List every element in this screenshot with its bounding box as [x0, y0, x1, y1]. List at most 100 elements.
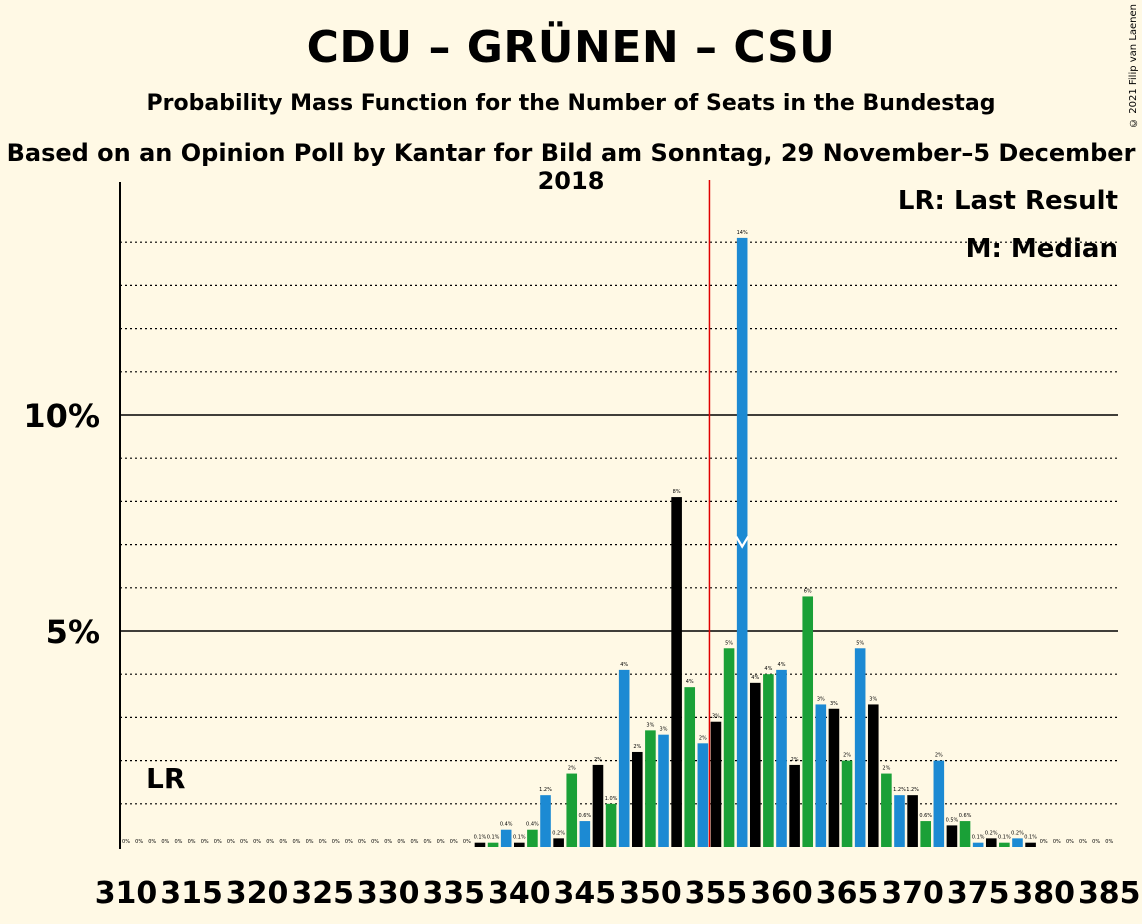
bar-350	[645, 730, 656, 847]
bar-label-329: 0%	[371, 839, 379, 845]
bar-label-349: 2%	[633, 744, 641, 750]
x-tick-label: 325	[291, 876, 354, 911]
bar-356	[723, 648, 735, 847]
bar-366	[854, 648, 866, 847]
bar-label-368: 2%	[882, 766, 890, 772]
bar-label-338: 0.1%	[487, 835, 500, 841]
bar-label-342: 1.2%	[539, 787, 552, 793]
x-tick-label: 310	[95, 876, 158, 911]
x-tick-label: 360	[750, 876, 813, 911]
bar-label-341: 0.4%	[526, 822, 539, 828]
bar-364	[828, 708, 840, 847]
x-tick-label: 375	[947, 876, 1010, 911]
bar-label-337: 0.1%	[474, 835, 487, 841]
bar-label-322: 0%	[279, 839, 287, 845]
bar-361	[789, 764, 800, 847]
bar-label-351: 3%	[660, 727, 668, 733]
bar-370	[907, 795, 918, 847]
bar-label-346: 2%	[594, 757, 602, 763]
bar-label-320: 0%	[253, 839, 261, 845]
bar-label-334: 0%	[437, 839, 445, 845]
median-marker	[735, 536, 750, 549]
bar-label-376: 0.2%	[985, 830, 998, 836]
bar-label-377: 0.1%	[998, 835, 1011, 841]
bar-label-359: 4%	[764, 666, 772, 672]
bar-label-373: 0.5%	[946, 817, 959, 823]
bar-346	[592, 764, 604, 847]
bar-label-381: 0%	[1053, 839, 1061, 845]
bar-label-352: 8%	[673, 489, 681, 495]
legend-last-result: LR: Last Result	[898, 186, 1118, 216]
bar-373	[946, 825, 958, 847]
bar-label-370: 1.2%	[906, 787, 919, 793]
bar-372	[933, 760, 945, 847]
bar-362	[802, 596, 814, 847]
y-tick-label: 5%	[46, 613, 100, 651]
bar-349	[631, 751, 643, 847]
bar-label-333: 0%	[424, 839, 432, 845]
bar-340	[514, 842, 525, 847]
bar-label-323: 0%	[292, 839, 300, 845]
x-tick-label: 350	[619, 876, 682, 911]
bar-label-321: 0%	[266, 839, 274, 845]
y-tick-label: 10%	[23, 397, 100, 435]
bar-label-379: 0.1%	[1024, 835, 1037, 841]
bar-367	[867, 704, 879, 847]
bar-label-369: 1.2%	[893, 787, 906, 793]
bar-label-384: 0%	[1092, 839, 1100, 845]
bar-label-350: 3%	[646, 722, 654, 728]
bar-label-318: 0%	[227, 839, 235, 845]
x-tick-label: 370	[881, 876, 944, 911]
bar-337	[474, 842, 486, 847]
bar-label-363: 3%	[817, 696, 825, 702]
bar-label-361: 2%	[791, 757, 799, 763]
bar-label-324: 0%	[306, 839, 314, 845]
bar-label-358: 4%	[751, 675, 759, 681]
bar-371	[920, 821, 932, 847]
bar-341	[527, 829, 538, 847]
bar-363	[815, 704, 827, 847]
bar-label-340: 0.1%	[513, 835, 526, 841]
bar-360	[776, 669, 787, 847]
bar-359	[763, 674, 774, 847]
bar-351	[658, 734, 669, 847]
bar-label-328: 0%	[358, 839, 366, 845]
bar-label-380: 0%	[1040, 839, 1048, 845]
bar-377	[999, 842, 1010, 847]
bar-375	[972, 842, 984, 847]
bar-365	[841, 760, 853, 847]
bar-379	[1025, 842, 1036, 847]
bar-label-325: 0%	[319, 839, 327, 845]
x-tick-label: 345	[554, 876, 617, 911]
bar-label-317: 0%	[214, 839, 222, 845]
bar-label-378: 0.2%	[1011, 830, 1024, 836]
bar-358	[749, 682, 761, 847]
bar-348	[618, 669, 630, 847]
chart-title: CDU – GRÜNEN – CSU	[306, 22, 836, 73]
bar-label-319: 0%	[240, 839, 248, 845]
chart-markers: LR	[146, 180, 750, 847]
bar-label-330: 0%	[384, 839, 392, 845]
bar-357	[736, 237, 748, 847]
chart-axes: 5% 10% 310 315 320 325 330 335 340 345 350 355 360 36…	[23, 182, 1141, 911]
bar-label-332: 0%	[410, 839, 418, 845]
chart-gridlines	[120, 241, 1118, 805]
bar-label-353: 4%	[686, 679, 694, 685]
bar-label-312: 0%	[148, 839, 156, 845]
bar-label-315: 0%	[188, 839, 196, 845]
x-tick-label: 355	[685, 876, 748, 911]
x-tick-label: 315	[160, 876, 223, 911]
bar-345	[579, 821, 591, 847]
bar-368	[881, 773, 892, 847]
bar-369	[894, 795, 905, 847]
bar-label-356: 5%	[725, 640, 733, 646]
bar-label-357: 14%	[737, 230, 748, 236]
x-tick-label: 380	[1012, 876, 1075, 911]
bar-label-355: 3%	[712, 714, 720, 720]
bar-label-310: 0%	[122, 839, 130, 845]
legend-median: M: Median	[966, 234, 1118, 264]
bar-label-316: 0%	[201, 839, 209, 845]
bar-344	[566, 773, 578, 847]
x-tick-label: 340	[488, 876, 551, 911]
bar-374	[959, 821, 971, 847]
